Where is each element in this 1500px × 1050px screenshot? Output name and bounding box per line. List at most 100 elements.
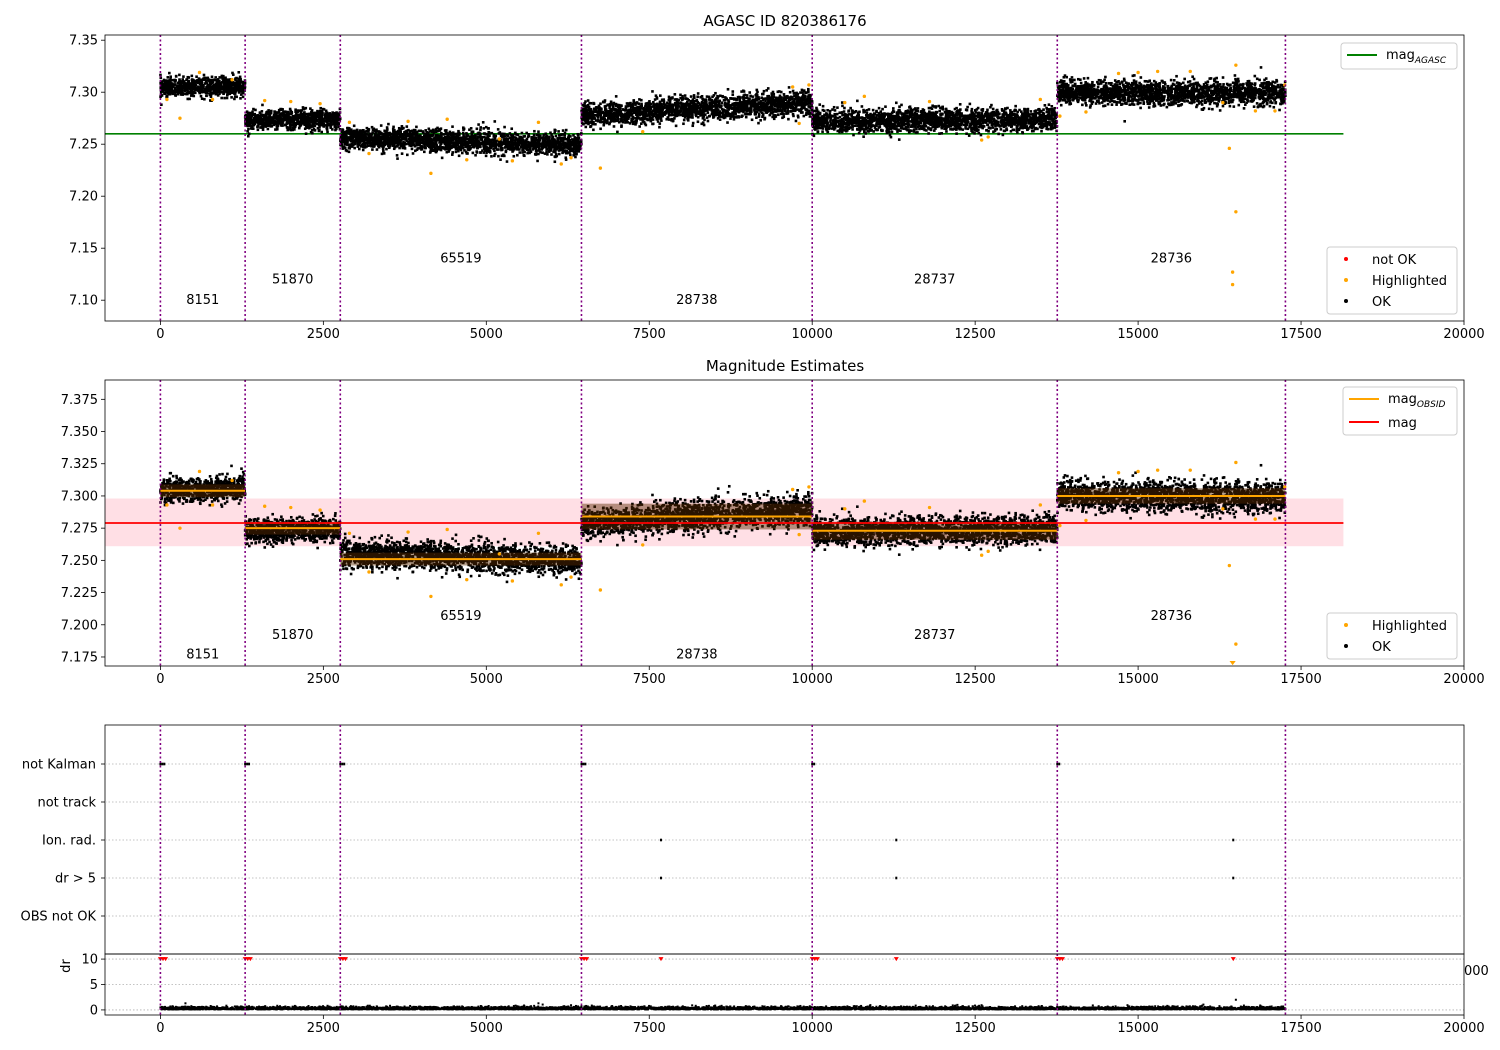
ok-point	[334, 128, 337, 132]
ok-point	[424, 133, 428, 136]
ok-point	[255, 117, 258, 121]
ok-point	[281, 117, 284, 120]
ok-point	[651, 122, 655, 126]
ok-point	[395, 135, 398, 138]
ok-point	[708, 104, 711, 108]
ok-point	[232, 90, 236, 94]
ok-point	[453, 143, 457, 146]
ok-point	[543, 152, 547, 155]
ok-point	[328, 119, 331, 123]
ok-point	[701, 104, 705, 107]
ok-point	[383, 129, 387, 133]
ok-point	[525, 142, 528, 145]
ok-point	[357, 138, 361, 142]
ok-point	[572, 153, 576, 157]
ok-point	[183, 88, 186, 92]
ok-point	[409, 137, 413, 140]
ok-point	[466, 143, 470, 147]
ok-point	[317, 110, 320, 114]
ok-point	[414, 149, 417, 153]
ok-point	[629, 103, 633, 107]
ok-point	[438, 129, 442, 132]
ok-point	[343, 133, 346, 137]
ok-point	[703, 105, 706, 109]
ok-point	[194, 83, 198, 87]
ok-point	[425, 138, 429, 142]
ok-point	[765, 101, 768, 105]
ok-point	[291, 117, 295, 121]
ok-point	[217, 89, 221, 92]
ok-point	[172, 85, 175, 88]
ok-point	[571, 142, 575, 145]
ok-point	[560, 145, 563, 148]
ok-point	[654, 107, 658, 110]
ok-point	[341, 128, 344, 131]
ok-point	[522, 142, 525, 145]
ok-point	[465, 140, 469, 144]
ok-point	[251, 110, 254, 114]
ok-point	[435, 148, 439, 151]
ok-point	[395, 139, 399, 143]
ok-point	[189, 94, 193, 97]
ok-point	[195, 75, 198, 79]
ok-point	[284, 115, 288, 118]
ok-point	[434, 139, 437, 143]
ok-point	[348, 136, 352, 139]
ok-point	[608, 106, 611, 109]
ok-point	[358, 141, 362, 144]
ok-point	[309, 107, 312, 110]
ok-point	[499, 158, 502, 161]
ok-point	[499, 147, 503, 150]
ok-point	[293, 122, 296, 125]
ok-point	[273, 120, 277, 124]
ok-point	[510, 127, 514, 131]
ok-point	[320, 120, 324, 123]
ok-point	[269, 124, 272, 128]
ok-point	[508, 136, 512, 140]
ok-point	[802, 93, 805, 97]
ok-point	[541, 138, 545, 141]
ok-point	[758, 105, 762, 109]
ok-point	[235, 76, 238, 80]
ok-point	[462, 135, 466, 139]
ok-point	[290, 110, 294, 114]
ok-point	[549, 146, 552, 150]
ok-point	[421, 141, 425, 144]
ok-point	[211, 92, 215, 95]
ok-point	[209, 80, 212, 83]
ok-point	[612, 112, 616, 115]
ok-point	[541, 140, 545, 144]
ok-point	[443, 138, 447, 142]
ok-point	[592, 102, 596, 106]
ok-point	[290, 116, 293, 120]
ok-point	[202, 83, 205, 87]
ok-point	[194, 88, 197, 92]
ok-point	[446, 133, 450, 137]
ok-point	[174, 74, 178, 78]
ok-point	[207, 84, 211, 88]
ok-point	[339, 139, 342, 142]
ok-point	[569, 147, 573, 150]
ok-point	[639, 110, 642, 113]
ok-point	[630, 113, 634, 116]
ok-point	[721, 110, 725, 113]
ok-point	[246, 130, 249, 133]
ok-point	[518, 151, 522, 154]
ok-point	[658, 100, 662, 104]
ok-point	[176, 87, 180, 91]
ok-point	[247, 118, 250, 122]
ok-point	[553, 131, 556, 134]
ok-point	[424, 129, 427, 132]
ok-point	[434, 134, 437, 137]
ok-point	[538, 134, 542, 138]
ok-point	[555, 146, 559, 149]
ok-point	[554, 148, 558, 151]
ok-point	[418, 139, 422, 143]
ok-point	[592, 120, 595, 124]
ok-point	[380, 141, 384, 145]
ok-point	[233, 92, 236, 95]
ok-point	[272, 116, 276, 120]
ok-point	[322, 125, 326, 128]
ok-point	[303, 127, 307, 131]
ok-point	[573, 138, 577, 142]
